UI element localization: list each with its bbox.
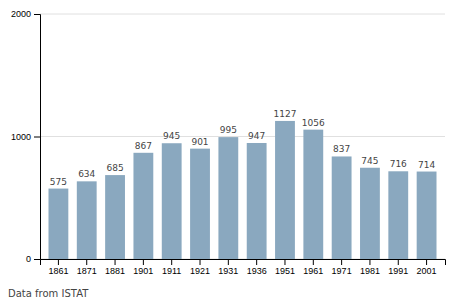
bar bbox=[303, 130, 323, 259]
bar bbox=[388, 171, 408, 259]
tick-label: 0 bbox=[26, 254, 31, 264]
plot: 575 634 685 867 945 901 995 947 1127 1056 837 745 71… bbox=[11, 9, 446, 276]
tick-label: 1000 bbox=[11, 132, 31, 142]
tick-label: 1931 bbox=[218, 266, 238, 276]
data-label: 1056 bbox=[302, 118, 325, 128]
x-tick: 1931 bbox=[218, 259, 238, 276]
x-tick: 2001 bbox=[417, 259, 437, 276]
data-label: 575 bbox=[50, 177, 67, 187]
tick-mark bbox=[115, 259, 116, 265]
tick-label: 1871 bbox=[77, 266, 97, 276]
tick-label: 1911 bbox=[162, 266, 181, 276]
data-label: 947 bbox=[248, 131, 265, 141]
x-tick: 1961 bbox=[303, 259, 323, 276]
tick-mark bbox=[86, 259, 87, 265]
x-tick: 1936 bbox=[247, 259, 267, 276]
bar bbox=[275, 121, 295, 259]
x-tick: 1871 bbox=[77, 259, 97, 276]
data-label: 714 bbox=[418, 160, 435, 170]
tick-mark bbox=[34, 259, 40, 260]
x-axis: 1861 1871 1881 1901 1911 1921 1931 1936 1951 1961… bbox=[41, 259, 446, 276]
data-label: 1127 bbox=[274, 109, 297, 119]
data-label: 945 bbox=[163, 131, 180, 141]
axis-domain bbox=[41, 260, 446, 266]
tick-mark bbox=[58, 259, 59, 265]
bar bbox=[360, 168, 380, 259]
tick-label: 1961 bbox=[303, 266, 323, 276]
tick-label: 2000 bbox=[11, 9, 31, 19]
x-tick: 1981 bbox=[360, 259, 380, 276]
data-label: 634 bbox=[78, 169, 95, 179]
tick-mark bbox=[341, 259, 342, 265]
bar bbox=[247, 143, 267, 259]
tick-label: 1951 bbox=[275, 266, 295, 276]
tick-label: 1901 bbox=[133, 266, 153, 276]
tick-mark bbox=[284, 259, 285, 265]
x-tick: 1921 bbox=[190, 259, 210, 276]
tick-label: 1861 bbox=[48, 266, 68, 276]
tick-label: 1921 bbox=[190, 266, 210, 276]
tick-mark bbox=[398, 259, 399, 265]
tick-label: 1936 bbox=[247, 266, 267, 276]
x-tick: 1911 bbox=[162, 259, 181, 276]
tick-mark bbox=[34, 14, 40, 15]
tick-label: 2001 bbox=[417, 266, 437, 276]
data-labels: 575 634 685 867 945 901 995 947 1127 1056 837 745 71… bbox=[50, 109, 436, 187]
tick-label: 1881 bbox=[105, 266, 125, 276]
bar bbox=[417, 172, 437, 259]
bars bbox=[48, 121, 436, 259]
data-label: 995 bbox=[220, 125, 237, 135]
x-tick: 1951 bbox=[275, 259, 295, 276]
bar bbox=[218, 137, 238, 259]
chart-svg: 575 634 685 867 945 901 995 947 1127 1056 837 745 71… bbox=[0, 0, 455, 303]
grid bbox=[40, 14, 445, 259]
tick-mark bbox=[313, 259, 314, 265]
footnote: Data from ISTAT bbox=[8, 288, 89, 299]
data-label: 716 bbox=[390, 159, 407, 169]
x-tick: 1971 bbox=[332, 259, 352, 276]
data-label: 837 bbox=[333, 144, 350, 154]
data-label: 745 bbox=[361, 156, 378, 166]
y-tick: 1000 bbox=[11, 132, 40, 142]
data-label: 685 bbox=[106, 163, 123, 173]
tick-mark bbox=[426, 259, 427, 265]
y-tick: 2000 bbox=[11, 9, 40, 19]
tick-mark bbox=[256, 259, 257, 265]
axis-domain bbox=[34, 15, 41, 260]
bar bbox=[48, 189, 68, 259]
data-label: 901 bbox=[191, 137, 208, 147]
bar bbox=[105, 175, 125, 259]
tick-label: 1991 bbox=[388, 266, 408, 276]
x-tick: 1861 bbox=[48, 259, 68, 276]
y-tick: 0 bbox=[26, 254, 40, 264]
tick-label: 1971 bbox=[332, 266, 352, 276]
tick-mark bbox=[228, 259, 229, 265]
bar bbox=[332, 156, 352, 259]
data-label: 867 bbox=[135, 141, 152, 151]
tick-mark bbox=[369, 259, 370, 265]
bar bbox=[77, 181, 97, 259]
bar bbox=[162, 143, 182, 259]
tick-mark bbox=[200, 259, 201, 265]
grid-line bbox=[40, 14, 445, 15]
x-tick: 1901 bbox=[133, 259, 153, 276]
x-tick: 1881 bbox=[105, 259, 125, 276]
grid-line bbox=[40, 136, 445, 137]
tick-label: 1981 bbox=[360, 266, 380, 276]
bar bbox=[190, 149, 210, 259]
tick-mark bbox=[171, 259, 172, 265]
x-tick: 1991 bbox=[388, 259, 408, 276]
bar bbox=[133, 153, 153, 259]
tick-mark bbox=[143, 259, 144, 265]
tick-mark bbox=[34, 137, 40, 138]
y-axis: 0 1000 2000 bbox=[11, 9, 41, 264]
